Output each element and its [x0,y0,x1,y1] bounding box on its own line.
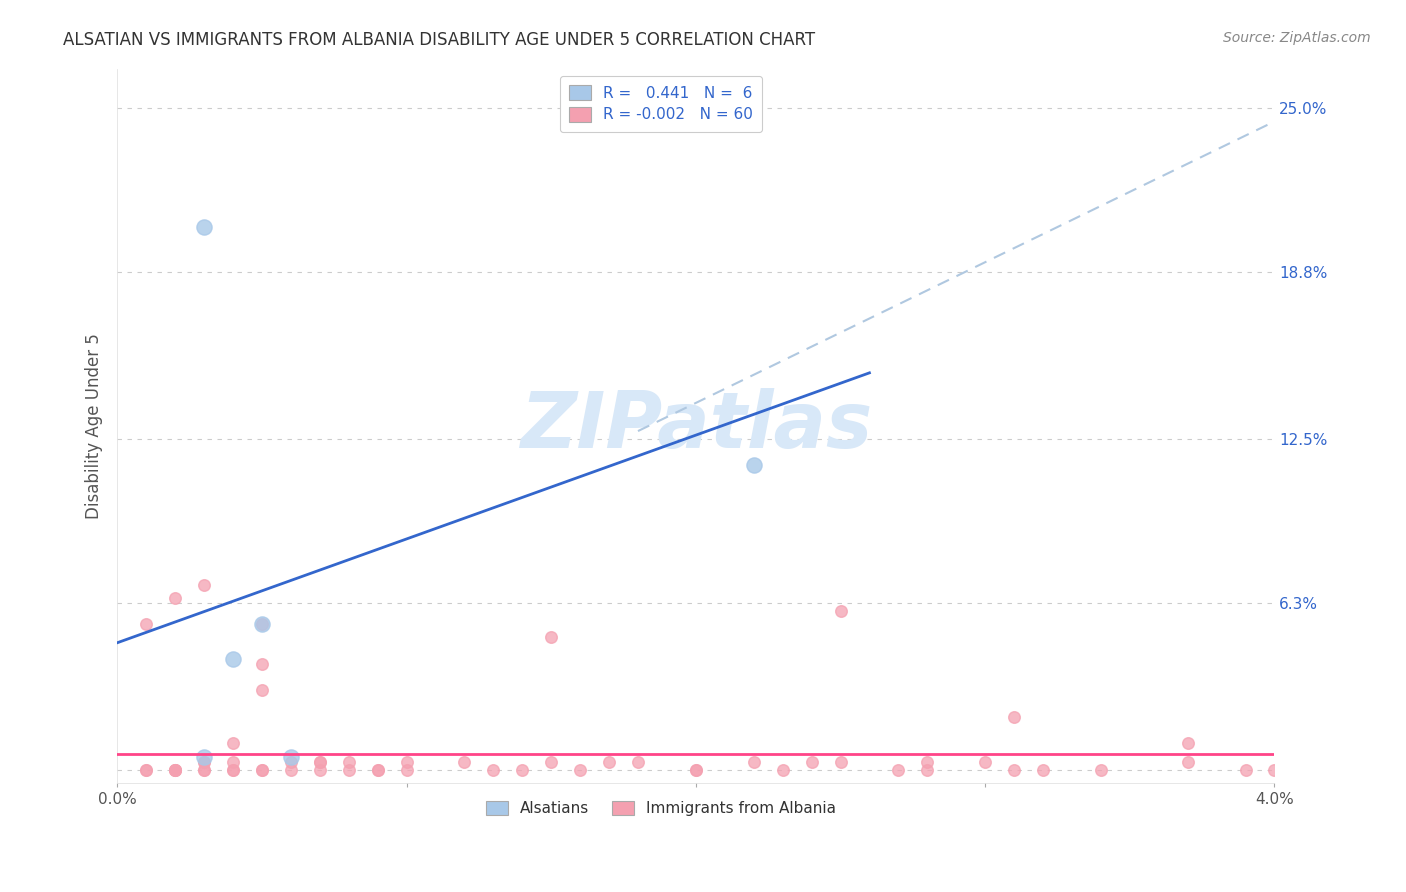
Point [367,763,389,777]
Point [165,763,187,777]
Point [193,755,215,769]
Point [1234,763,1257,777]
Point [193,755,215,769]
Text: ZIPatlas: ZIPatlas [520,388,872,464]
Point [280,763,302,777]
Point [685,763,707,777]
Point [308,763,330,777]
Point [165,763,187,777]
Point [1263,763,1285,777]
Point [250,683,273,698]
Point [540,755,562,769]
Point [250,763,273,777]
Point [308,755,330,769]
Point [1177,736,1199,750]
Point [395,755,418,769]
Point [974,755,997,769]
Point [395,763,418,777]
Point [165,591,187,605]
Point [887,763,910,777]
Point [193,749,215,764]
Point [1090,763,1112,777]
Point [453,755,475,769]
Point [830,755,852,769]
Point [510,763,533,777]
Point [1032,763,1054,777]
Point [135,763,157,777]
Point [598,755,620,769]
Text: Source: ZipAtlas.com: Source: ZipAtlas.com [1223,31,1371,45]
Point [250,763,273,777]
Point [165,763,187,777]
Point [222,763,245,777]
Point [685,763,707,777]
Point [742,458,765,473]
Point [1002,763,1025,777]
Point [367,763,389,777]
Point [830,604,852,618]
Point [917,755,939,769]
Point [1002,710,1025,724]
Point [193,763,215,777]
Point [742,755,765,769]
Point [627,755,650,769]
Point [250,657,273,671]
Point [772,763,794,777]
Point [222,736,245,750]
Legend: Alsatians, Immigrants from Albania: Alsatians, Immigrants from Albania [477,791,845,825]
Point [193,220,215,235]
Point [135,763,157,777]
Point [193,577,215,591]
Point [193,763,215,777]
Point [917,763,939,777]
Point [250,617,273,632]
Point [250,617,273,632]
Point [540,631,562,645]
Point [337,755,360,769]
Point [569,763,592,777]
Point [482,763,505,777]
Point [222,763,245,777]
Point [280,749,302,764]
Point [1177,755,1199,769]
Point [222,755,245,769]
Point [165,763,187,777]
Point [135,617,157,632]
Point [308,755,330,769]
Point [280,755,302,769]
Point [337,763,360,777]
Point [800,755,823,769]
Point [222,651,245,665]
Y-axis label: Disability Age Under 5: Disability Age Under 5 [86,333,103,519]
Text: ALSATIAN VS IMMIGRANTS FROM ALBANIA DISABILITY AGE UNDER 5 CORRELATION CHART: ALSATIAN VS IMMIGRANTS FROM ALBANIA DISA… [63,31,815,49]
